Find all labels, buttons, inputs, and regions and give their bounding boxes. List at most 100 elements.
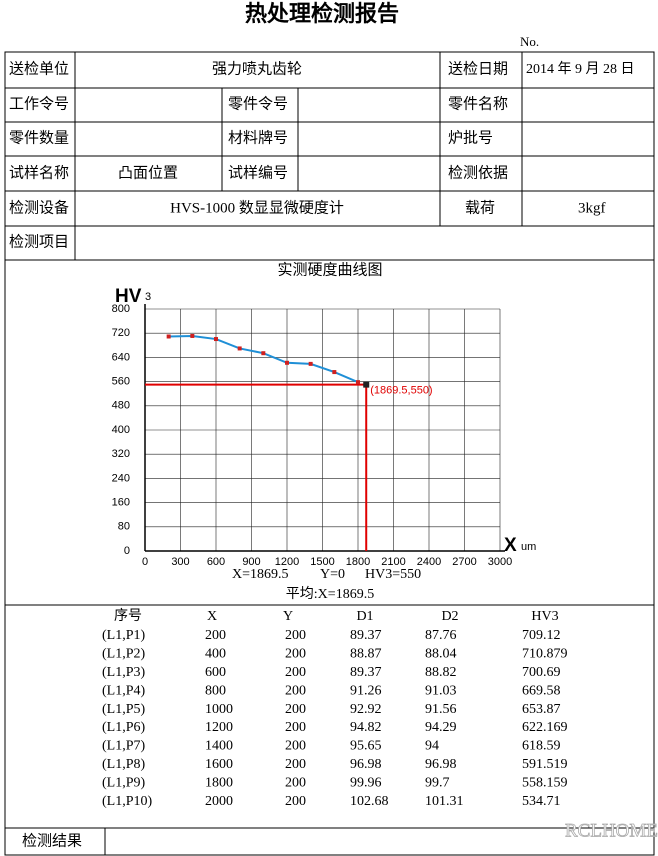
table-cell: (L1,P8): [102, 757, 146, 772]
label: 工作令号: [9, 95, 69, 112]
table-cell: 88.04: [425, 647, 457, 662]
table-cell: 622.169: [522, 720, 568, 735]
table-cell: 200: [285, 683, 306, 698]
table-cell: 600: [205, 665, 226, 680]
x-tick-label: 2400: [417, 556, 441, 568]
table-cell: 200: [285, 702, 306, 717]
x-tick-label: 2700: [452, 556, 476, 568]
table-cell: (L1,P1): [102, 628, 146, 643]
table-cell: 89.37: [350, 665, 382, 680]
label: 零件数量: [9, 129, 69, 146]
table-cell: 700.69: [522, 665, 561, 680]
readout: HV3=550: [365, 567, 421, 582]
y-axis-label: HV: [115, 286, 142, 307]
table-cell: 92.92: [350, 702, 382, 717]
table-cell: 91.03: [425, 683, 457, 698]
table-cell: 96.98: [425, 757, 457, 772]
y-tick-label: 0: [124, 545, 130, 557]
table-cell: 88.87: [350, 647, 382, 662]
results-table: 序号 X Y D1 D2 HV3 (L1,P1) 200 200 89.37 87.76 709.12…: [102, 608, 568, 809]
chart-title: 实测硬度曲线图: [277, 261, 382, 278]
y-tick-label: 240: [112, 472, 130, 484]
data-point: [261, 351, 266, 356]
table-cell: 709.12: [522, 628, 561, 643]
x-tick-label: 0: [142, 556, 148, 568]
crosshair-label: (1869.5,550): [370, 385, 432, 397]
x-tick-label: 1500: [310, 556, 334, 568]
column-header: 序号: [114, 608, 142, 624]
label: 检测依据: [448, 164, 508, 181]
table-cell: 200: [285, 757, 306, 772]
number-label: No.: [520, 34, 539, 49]
table-cell: 91.56: [425, 702, 457, 717]
data-point: [332, 370, 337, 375]
readout: Y=0: [320, 567, 345, 582]
table-cell: 2000: [205, 794, 233, 809]
x-axis-unit: um: [521, 541, 536, 553]
label: 送检单位: [9, 60, 69, 77]
label: 检测设备: [9, 199, 69, 216]
y-tick-label: 320: [112, 448, 130, 460]
table-cell: (L1,P6): [102, 720, 146, 735]
table-cell: 91.26: [350, 683, 382, 698]
y-tick-label: 400: [112, 424, 130, 436]
label: 材料牌号: [228, 129, 288, 146]
value: 3kgf: [578, 200, 606, 216]
y-tick-label: 480: [112, 400, 130, 412]
form-text: 送检单位 强力喷丸齿轮 送检日期 2014 年 9 月 28 日 工作令号 零件…: [9, 60, 635, 250]
column-header: D2: [441, 609, 458, 624]
table-cell: 101.31: [425, 794, 464, 809]
table-cell: (L1,P4): [102, 683, 146, 698]
y-axis-label-sub: 3: [145, 291, 151, 303]
x-tick-label: 1200: [275, 556, 299, 568]
frame: [4, 51, 655, 856]
table-cell: (L1,P5): [102, 702, 146, 717]
y-tick-label: 80: [118, 521, 130, 533]
table-cell: 1800: [205, 775, 233, 790]
table-cell: 102.68: [350, 794, 389, 809]
value: HVS-1000 数显显微硬度计: [170, 199, 344, 216]
data-point: [308, 361, 313, 366]
x-tick-label: 1800: [346, 556, 370, 568]
y-tick-label: 640: [112, 351, 130, 363]
table-cell: 1200: [205, 720, 233, 735]
column-header: HV3: [531, 609, 558, 624]
readout: X=1869.5: [232, 567, 289, 582]
label: 零件令号: [228, 95, 288, 112]
label: 检测结果: [22, 832, 82, 849]
plot: 0 300 600 900 1200 1500 1800 2100 2400 2700 3000 0 8…: [112, 303, 513, 568]
y-tick-label: 560: [112, 376, 130, 388]
table-cell: 534.71: [522, 794, 561, 809]
label: 试样名称: [9, 164, 69, 181]
table-cell: 89.37: [350, 628, 382, 643]
table-cell: 200: [285, 628, 306, 643]
x-axis-label: X: [504, 535, 517, 556]
y-tick-label: 800: [112, 303, 130, 315]
x-tick-label: 900: [242, 556, 260, 568]
table-cell: 669.58: [522, 683, 561, 698]
data-point: [356, 380, 360, 385]
table-cell: 96.98: [350, 757, 382, 772]
data-point: [237, 346, 242, 351]
table-cell: 94.29: [425, 720, 457, 735]
y-tick-label: 720: [112, 327, 130, 339]
table-cell: 618.59: [522, 739, 561, 754]
label: 炉批号: [448, 129, 493, 146]
data-point: [190, 333, 195, 338]
x-tick-label: 3000: [488, 556, 512, 568]
form-lines: [4, 51, 655, 856]
table-cell: 1000: [205, 702, 233, 717]
column-header: X: [207, 609, 217, 624]
table-cell: 710.879: [522, 647, 568, 662]
table-cell: 1600: [205, 757, 233, 772]
value: 强力喷丸齿轮: [212, 60, 302, 77]
y-tick-label: 160: [112, 497, 130, 509]
table-cell: 200: [285, 794, 306, 809]
watermark: RCLHOME.COM: [565, 820, 658, 841]
data-line: [168, 334, 359, 384]
table-cell: (L1,P3): [102, 665, 146, 680]
label: 载荷: [465, 199, 495, 216]
table-cell: 94.82: [350, 720, 382, 735]
